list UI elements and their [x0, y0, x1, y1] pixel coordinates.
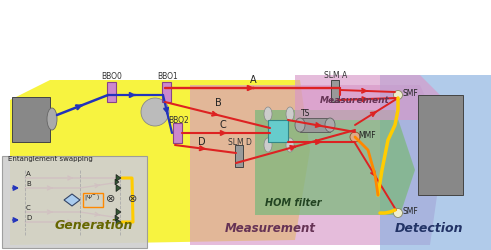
Text: ⊗: ⊗ — [106, 194, 115, 204]
Ellipse shape — [325, 118, 335, 132]
Text: SMF: SMF — [403, 207, 419, 216]
Text: B: B — [26, 181, 31, 187]
Ellipse shape — [393, 90, 403, 100]
Polygon shape — [380, 75, 491, 250]
Text: SLM A: SLM A — [324, 71, 347, 80]
Polygon shape — [116, 174, 121, 182]
Bar — [2, 156, 147, 248]
Bar — [173, 123, 182, 143]
Text: C: C — [220, 120, 227, 130]
Text: ⊗: ⊗ — [128, 194, 137, 204]
Ellipse shape — [286, 138, 294, 152]
Text: Detection: Detection — [395, 222, 464, 235]
Ellipse shape — [264, 138, 272, 152]
Text: D: D — [26, 215, 31, 221]
Bar — [162, 82, 171, 102]
Text: A: A — [26, 171, 31, 177]
Polygon shape — [116, 184, 121, 192]
Text: TS: TS — [301, 109, 310, 118]
Polygon shape — [255, 110, 415, 215]
Bar — [331, 80, 339, 102]
Text: HOM filter: HOM filter — [265, 198, 322, 208]
Polygon shape — [10, 80, 310, 245]
Ellipse shape — [286, 107, 294, 121]
Polygon shape — [116, 208, 121, 216]
Bar — [418, 95, 463, 195]
Text: MMF: MMF — [358, 131, 376, 140]
Text: BBO0: BBO0 — [101, 72, 122, 81]
Text: SMF: SMF — [403, 89, 419, 98]
Text: Generation: Generation — [55, 219, 134, 232]
Ellipse shape — [393, 208, 403, 218]
Bar — [300, 118, 330, 132]
Bar — [107, 82, 116, 102]
Polygon shape — [115, 215, 119, 221]
Text: SLM D: SLM D — [228, 138, 252, 147]
Text: D: D — [198, 137, 206, 147]
Bar — [235, 145, 243, 167]
Text: B: B — [215, 98, 222, 108]
Text: Measurement: Measurement — [320, 96, 390, 105]
Polygon shape — [115, 179, 119, 185]
Text: Measurement: Measurement — [225, 222, 316, 235]
Polygon shape — [295, 75, 445, 120]
Text: BBO1: BBO1 — [157, 72, 178, 81]
Text: $|\Psi^-\rangle$: $|\Psi^-\rangle$ — [84, 192, 101, 202]
Ellipse shape — [264, 107, 272, 121]
Bar — [12, 97, 50, 142]
Text: A: A — [250, 75, 257, 85]
Ellipse shape — [295, 118, 305, 132]
Polygon shape — [190, 85, 445, 245]
Text: BBO2: BBO2 — [168, 116, 189, 125]
Bar — [268, 120, 288, 142]
Polygon shape — [116, 218, 121, 226]
Text: C: C — [26, 205, 31, 211]
Ellipse shape — [350, 132, 360, 142]
Ellipse shape — [141, 98, 169, 126]
Text: Entanglement swapping: Entanglement swapping — [8, 156, 93, 162]
Ellipse shape — [47, 108, 57, 130]
Polygon shape — [64, 194, 80, 206]
